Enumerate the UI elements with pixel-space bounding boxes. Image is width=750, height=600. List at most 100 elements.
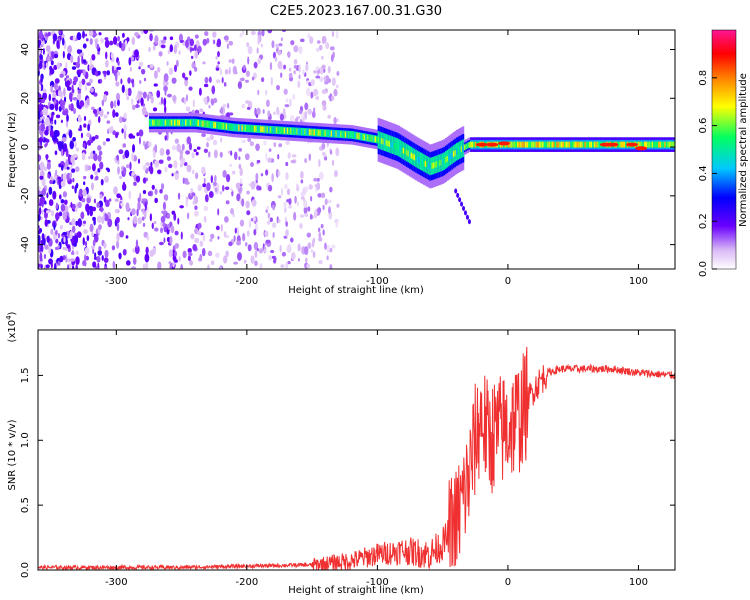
spectrogram-noise-cell	[96, 255, 101, 263]
spectrogram-noise-cell	[75, 61, 81, 69]
spectrogram-noise-cell	[145, 262, 149, 269]
spectrogram-noise-cell	[269, 62, 273, 71]
spectrogram-noise-cell	[322, 229, 325, 236]
spectrogram-noise-cell	[164, 166, 168, 173]
spectrogram-ridge-core	[167, 119, 170, 126]
spectrogram-noise-cell	[313, 88, 319, 97]
spectrogram-ridge-core	[647, 141, 650, 148]
spectrogram-noise-cell	[116, 232, 120, 242]
spectrogram-ridge-core	[291, 128, 294, 135]
spectrogram-noise-cell	[336, 203, 340, 208]
spectrogram-noise-cell	[57, 89, 63, 97]
spectrogram-noise-cell	[38, 137, 44, 143]
spectrogram-noise-cell	[202, 183, 207, 188]
spectrogram-noise-cell	[156, 90, 161, 98]
spectrogram-ridge-core	[568, 141, 571, 148]
spectrogram-noise-cell	[98, 32, 102, 36]
spectrogram-ridge-core	[471, 141, 474, 148]
spectrogram-noise-cell	[93, 218, 96, 226]
spectrogram-ridge-core	[513, 141, 516, 148]
spectrogram-noise-cell	[68, 104, 72, 111]
spectrogram-ridge-core	[648, 141, 651, 148]
spectrogram-noise-cell	[112, 36, 118, 45]
spectrogram-noise-cell	[277, 195, 282, 199]
spectrogram-noise-cell	[227, 102, 230, 109]
spectrogram-ridge-core	[575, 141, 578, 148]
spectrogram-noise-cell	[320, 223, 324, 229]
spectrogram-noise-cell	[185, 198, 188, 208]
spectrogram-noise-cell	[186, 164, 192, 173]
spectrogram-ridge-core	[189, 119, 192, 126]
spectrogram-noise-cell	[302, 187, 307, 196]
spectrogram-noise-cell	[63, 199, 68, 205]
spectrogram-noise-cell	[166, 236, 171, 243]
spectrogram-noise-cell	[158, 159, 164, 164]
spectrogram-noise-cell	[232, 65, 237, 75]
spectrogram-noise-cell	[83, 175, 87, 180]
spectrogram-noise-cell	[279, 113, 285, 121]
spectrogram-noise-cell	[288, 204, 292, 209]
spectrogram-ridge-core	[534, 141, 537, 148]
spectrogram-noise-cell	[306, 263, 311, 268]
spectrogram-noise-cell	[259, 186, 262, 191]
spectrogram-noise-cell	[283, 206, 287, 214]
spectrogram-noise-cell	[202, 38, 208, 46]
spectrogram-ridge-core	[571, 141, 574, 148]
spectrogram-noise-cell	[265, 89, 268, 96]
spectrogram-noise-cell	[75, 166, 80, 173]
spectrogram-noise-cell	[300, 38, 305, 43]
spectrogram-ridge-core	[521, 141, 524, 148]
spectrogram-noise-cell	[327, 65, 331, 74]
spectrogram-noise-cell	[160, 96, 164, 105]
spectrogram-ridge-core	[559, 141, 562, 148]
spectrogram-noise-cell	[56, 62, 61, 70]
spectrogram-noise-cell	[142, 165, 147, 171]
spectrogram-noise-cell	[84, 33, 88, 37]
spectrogram-ridge-core	[267, 126, 270, 133]
spectrogram-ridge-core	[208, 121, 211, 128]
spectrogram-noise-cell	[221, 77, 224, 84]
spectrogram-noise-cell	[55, 229, 58, 236]
spectrogram-ridge-core	[347, 131, 350, 138]
spectrogram-noise-cell	[217, 61, 220, 65]
spectrogram-noise-cell	[131, 135, 136, 139]
spectrogram-noise-cell	[194, 205, 198, 210]
spectrogram-noise-cell	[42, 88, 47, 94]
spectrogram-noise-cell	[104, 37, 109, 41]
spectrogram-noise-cell	[257, 36, 260, 46]
spectrogram-noise-cell	[102, 70, 107, 74]
spectrogram-noise-cell	[271, 173, 274, 183]
spectrogram-noise-cell	[53, 53, 59, 59]
spectrogram-noise-cell	[62, 231, 68, 236]
spectrogram-ridge-core	[324, 130, 327, 137]
spectrogram-noise-cell	[281, 30, 287, 33]
spectrogram-noise-cell	[53, 64, 58, 71]
spectrogram-noise-cell	[41, 119, 44, 124]
spectrogram-noise-cell	[198, 257, 202, 262]
spectrogram-ridge-core	[250, 125, 253, 132]
spectrogram-noise-cell	[171, 210, 176, 215]
spectrogram-ridge-core	[387, 140, 390, 147]
spectrogram-noise-cell	[66, 166, 70, 170]
spectrogram-noise-cell	[265, 239, 271, 244]
spectrogram-x-tick-label: -300	[105, 276, 128, 287]
spectrogram-ridge-core	[242, 125, 245, 132]
spectrogram-ridge-core	[325, 130, 328, 137]
spectrogram-noise-cell	[143, 77, 147, 82]
spectrogram-noise-cell	[38, 125, 42, 131]
spectrogram-noise-cell	[163, 237, 166, 243]
spectrogram-ridge-core	[280, 127, 283, 134]
spectrogram-noise-cell	[43, 211, 48, 219]
spectrogram-ridge-core	[194, 119, 197, 126]
spectrogram-ridge-core	[222, 123, 225, 130]
spectrogram-noise-cell	[96, 202, 100, 208]
spectrogram-noise-cell	[255, 173, 259, 181]
spectrogram-noise-cell	[38, 39, 42, 46]
spectrogram-noise-cell	[188, 142, 193, 151]
spectrogram-noise-cell	[194, 210, 199, 217]
spectrogram-ridge-core	[329, 130, 332, 137]
spectrogram-noise-cell	[260, 43, 263, 48]
spectrogram-ridge-core	[214, 122, 217, 129]
